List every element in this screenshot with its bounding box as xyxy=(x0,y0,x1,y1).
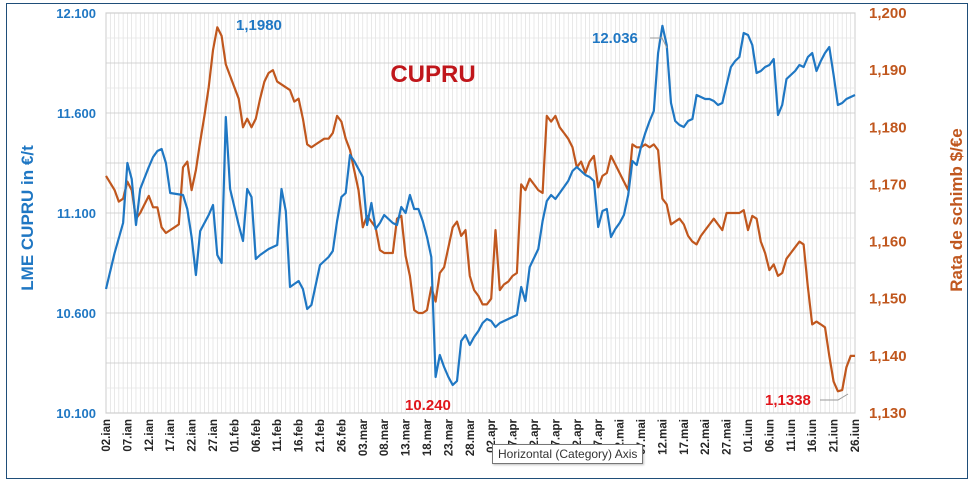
right-tick-label: 1,200 xyxy=(869,5,907,22)
x-tick-label: 17.mai xyxy=(679,419,691,455)
annotation-min-fx: 1,1338 xyxy=(765,392,811,409)
left-axis-ticks: 10.100 10.600 11.100 11.600 12.100 xyxy=(56,6,96,421)
x-tick-label: 16.feb xyxy=(294,419,306,452)
x-tick-label: 01.feb xyxy=(229,419,241,452)
series-line-fx xyxy=(105,26,855,393)
left-tick-label: 10.100 xyxy=(56,406,96,421)
x-tick-label: 28.mar xyxy=(465,418,477,456)
annotation-min-copper: 10.240 xyxy=(405,397,451,414)
x-tick-label: 21.feb xyxy=(315,419,327,452)
right-tick-label: 1,130 xyxy=(869,405,907,422)
x-tick-label: 06.iun xyxy=(764,419,776,452)
x-tick-label: 13.mar xyxy=(401,418,413,456)
x-axis-ticks: 02.ian 07.ian 12.ian 17.ian 22.ian 27.ian 01.f… xyxy=(101,418,862,456)
leader-max-copper xyxy=(650,37,668,49)
x-tick-label: 06.feb xyxy=(251,419,263,452)
x-tick-label: 11.iun xyxy=(786,419,798,452)
x-tick-label: 11.feb xyxy=(272,419,284,452)
axis-tooltip: Horizontal (Category) Axis xyxy=(492,444,644,464)
annotation-max-copper: 12.036 xyxy=(592,30,638,47)
x-tick-label: 26.iun xyxy=(850,419,862,452)
left-tick-label: 12.100 xyxy=(56,6,96,21)
x-tick-label: 26.feb xyxy=(336,419,348,452)
x-tick-label: 27.mai xyxy=(722,419,734,455)
x-tick-label: 01.iun xyxy=(743,419,755,452)
series-line-copper xyxy=(104,24,856,387)
x-tick-label: 02.ian xyxy=(101,419,113,452)
chart-title: CUPRU xyxy=(390,61,475,88)
x-tick-label: 27.ian xyxy=(208,419,220,452)
x-tick-label: 21.iun xyxy=(829,419,841,452)
right-axis-ticks: 1,130 1,140 1,150 1,160 1,170 1,180 1,190 1,200 xyxy=(869,5,907,422)
x-tick-label: 12.mai xyxy=(657,419,669,455)
right-tick-label: 1,170 xyxy=(869,176,907,193)
right-tick-label: 1,180 xyxy=(869,119,907,136)
x-tick-label: 08.mar xyxy=(379,418,391,456)
right-axis-label: Rata de schimb $/€e xyxy=(947,128,966,291)
left-axis-label: LME CUPRU in €/t xyxy=(18,145,37,291)
x-tick-label: 07.ian xyxy=(122,419,134,452)
right-tick-label: 1,150 xyxy=(869,291,907,308)
left-tick-label: 10.600 xyxy=(56,306,96,321)
x-tick-label: 16.iun xyxy=(807,419,819,452)
series-layer xyxy=(104,24,856,393)
gridlines xyxy=(105,12,856,414)
right-tick-label: 1,140 xyxy=(869,348,907,365)
left-tick-label: 11.600 xyxy=(57,106,96,121)
left-tick-label: 11.100 xyxy=(57,206,96,221)
x-tick-label: 23.mar xyxy=(443,418,455,456)
x-tick-label: 12.ian xyxy=(144,419,156,452)
x-tick-label: 17.ian xyxy=(165,419,177,452)
x-tick-label: 22.ian xyxy=(187,419,199,452)
leader-min-fx xyxy=(820,393,849,401)
x-tick-label: 03.mar xyxy=(358,418,370,456)
annotation-max-fx: 1,1980 xyxy=(236,17,282,34)
right-tick-label: 1,190 xyxy=(869,62,907,79)
x-tick-label: 18.mar xyxy=(422,418,434,456)
x-tick-label: 22.mai xyxy=(700,419,712,455)
right-tick-label: 1,160 xyxy=(869,234,907,251)
